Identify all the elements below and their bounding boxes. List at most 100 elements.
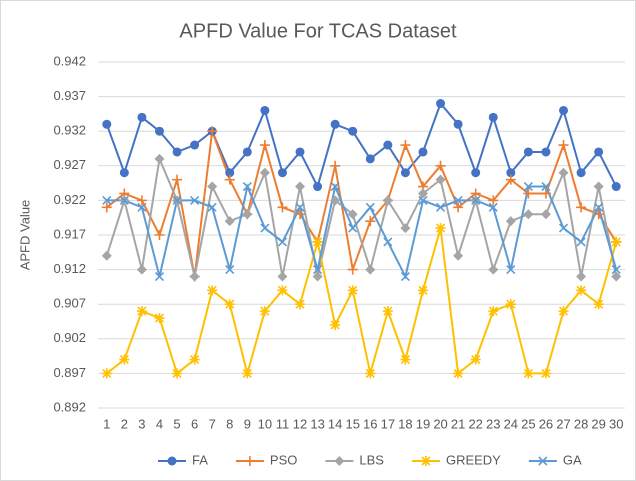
data-point [453, 250, 464, 261]
data-point [523, 147, 533, 157]
data-point [224, 299, 235, 310]
data-point [260, 223, 270, 233]
data-point [312, 236, 323, 247]
x-tick-label: 8 [226, 416, 233, 431]
data-point [136, 195, 147, 206]
data-point [330, 181, 340, 192]
data-point [594, 147, 604, 157]
data-point [102, 119, 112, 129]
data-point [382, 306, 393, 317]
x-tick-label: 3 [138, 416, 145, 431]
data-point [453, 202, 464, 213]
data-point [101, 202, 112, 213]
data-point [417, 188, 428, 199]
data-point [242, 181, 252, 192]
y-tick-label: 0.897 [53, 365, 86, 380]
y-tick-label: 0.937 [53, 88, 86, 103]
data-point [259, 306, 270, 317]
x-tick-label: 27 [556, 416, 570, 431]
data-point [207, 285, 218, 296]
data-point [576, 168, 586, 178]
y-tick-label: 0.892 [53, 399, 86, 414]
legend-label: LBS [359, 452, 384, 467]
data-point [101, 250, 112, 261]
data-point [540, 209, 551, 220]
data-point [400, 271, 410, 282]
y-axis-label: APFD Value [17, 200, 32, 271]
data-point [313, 265, 323, 275]
data-point [453, 368, 464, 379]
data-point [523, 209, 534, 220]
data-point [313, 182, 323, 192]
data-point [541, 147, 551, 157]
y-tick-label: 0.907 [53, 296, 86, 311]
data-point [558, 306, 569, 317]
data-point [505, 299, 516, 310]
data-point [347, 209, 358, 220]
data-point [435, 202, 446, 212]
data-point [383, 237, 393, 247]
data-point [207, 181, 218, 192]
x-tick-label: 4 [156, 416, 163, 431]
legend-swatch-marker [244, 456, 255, 466]
data-point [471, 168, 481, 178]
data-point [540, 368, 551, 379]
data-point [559, 105, 569, 115]
data-point [259, 140, 270, 151]
data-point [189, 271, 200, 282]
x-tick-label: 28 [574, 416, 588, 431]
legend-label: GA [563, 452, 582, 467]
data-point [558, 140, 569, 151]
data-point [541, 181, 551, 192]
data-point [523, 181, 533, 192]
data-point [207, 202, 217, 212]
x-tick-label: 9 [244, 416, 251, 431]
data-point [471, 195, 481, 205]
data-point [172, 147, 182, 157]
data-point [365, 368, 376, 379]
data-point [136, 306, 147, 317]
data-point [382, 195, 393, 206]
x-tick-label: 26 [539, 416, 553, 431]
data-point [506, 168, 516, 178]
data-point [488, 306, 499, 317]
data-point [330, 160, 341, 171]
data-point [172, 368, 183, 379]
data-point [295, 202, 305, 212]
data-point [418, 195, 428, 205]
data-point [418, 147, 428, 157]
data-point [225, 168, 235, 178]
x-tick-label: 7 [209, 416, 216, 431]
data-point [453, 119, 463, 129]
data-point [365, 154, 375, 164]
data-point [260, 105, 270, 115]
data-point [523, 368, 534, 379]
data-point [277, 237, 288, 247]
data-point [154, 153, 165, 164]
data-point [470, 354, 481, 365]
y-tick-label: 0.917 [53, 226, 86, 241]
data-point [137, 202, 147, 212]
x-tick-label: 15 [345, 416, 359, 431]
data-point [576, 285, 587, 296]
data-point [611, 182, 621, 192]
data-point [365, 264, 376, 275]
x-tick-label: 22 [468, 416, 482, 431]
x-tick-label: 12 [293, 416, 307, 431]
data-point [154, 230, 165, 240]
data-point [154, 313, 165, 324]
data-point [277, 168, 287, 178]
data-point [576, 237, 586, 247]
data-point [488, 264, 499, 275]
x-tick-label: 13 [310, 416, 324, 431]
data-point [611, 265, 621, 275]
data-point [330, 319, 341, 330]
data-point [435, 223, 446, 234]
data-point [101, 368, 112, 379]
y-tick-label: 0.912 [53, 261, 86, 276]
x-tick-label: 16 [363, 416, 377, 431]
data-point [576, 271, 587, 282]
legend-label: PSO [270, 452, 297, 467]
data-point [365, 216, 376, 227]
